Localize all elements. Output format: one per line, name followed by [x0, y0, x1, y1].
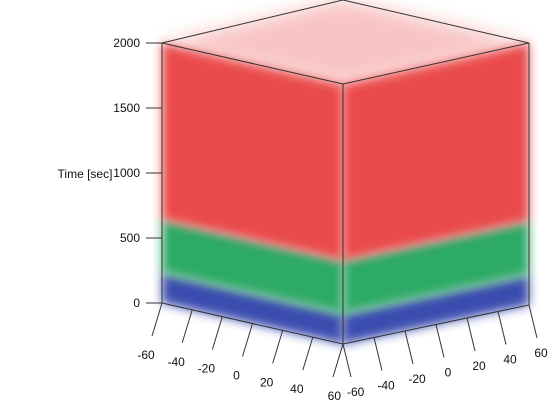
z-tick-label-4: 2000 [113, 36, 140, 50]
x-tick-6 [332, 343, 344, 378]
x-tick-0 [151, 302, 163, 337]
y-axis-label: Time [sec] [58, 167, 113, 181]
cube-edge-1 [161, 42, 344, 85]
x-tick-5 [302, 337, 314, 371]
x-tick-label-2: -20 [198, 362, 216, 376]
z-tick-label-0: 0 [133, 296, 140, 310]
volume-render [162, 0, 529, 344]
volume-layer-1-right [343, 221, 529, 315]
cube-edge-2 [342, 42, 530, 85]
x-tick-label-5: 40 [290, 382, 304, 396]
volume-layer-0-left [162, 273, 343, 344]
x-tick-label-1: -40 [167, 355, 185, 369]
z-tick-label-2: 1000 [113, 166, 140, 180]
volume-layer-1-left [162, 219, 343, 315]
cube-edge-3 [161, 0, 344, 44]
y-tick-1 [373, 337, 383, 371]
y-tick-label-6: 60 [534, 346, 548, 360]
y-tick-6 [528, 304, 538, 339]
volume-layer-0-right [343, 274, 529, 344]
x-tick-1 [181, 309, 193, 343]
cube-edge-4 [342, 0, 530, 44]
x-tick-label-4: 20 [260, 375, 274, 389]
y-tick-label-0: -60 [347, 385, 365, 399]
z-tick-label-3: 1500 [113, 101, 140, 115]
axis-ticks: 0 500 1000 1500 2000 -60 -40 -20 0 20 40 60 -60 -40 -2… [113, 36, 548, 403]
y-tick-3 [435, 324, 445, 358]
y-tick-label-3: 0 [445, 366, 452, 380]
y-tick-0 [342, 343, 352, 378]
y-tick-label-2: -20 [408, 372, 426, 386]
y-tick-4 [466, 317, 476, 352]
x-tick-label-3: 0 [233, 369, 240, 383]
z-tick-label-1: 500 [120, 231, 140, 245]
y-tick-label-1: -40 [377, 379, 395, 393]
y-tick-label-5: 40 [503, 353, 517, 367]
y-tick-2 [404, 330, 414, 365]
y-tick-5 [497, 311, 507, 345]
volume-layer-2-right [343, 43, 529, 261]
x-tick-label-6: 60 [328, 389, 342, 403]
y-tick-label-4: 20 [472, 359, 486, 373]
x-tick-3 [242, 323, 253, 357]
volume-layer-2-left [162, 43, 343, 261]
x-tick-2 [211, 316, 223, 350]
x-tick-4 [272, 330, 284, 364]
x-tick-label-0: -60 [137, 348, 155, 362]
